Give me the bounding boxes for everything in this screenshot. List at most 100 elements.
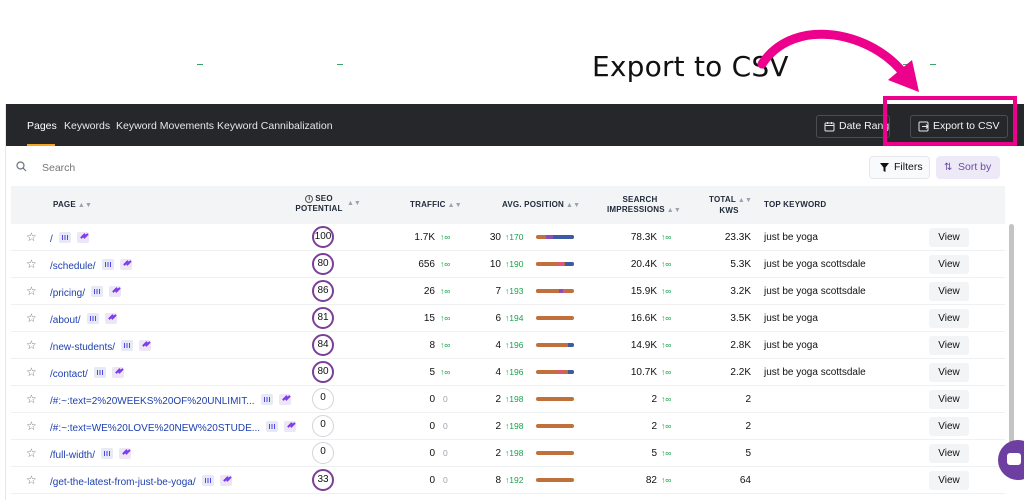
view-button[interactable]: View <box>929 282 969 301</box>
star-icon[interactable]: ☆ <box>26 257 37 271</box>
table-row[interactable]: ☆ /pricing/ 86 26 ↑∞ 7 ↑193 15.9K ↑∞ 3.2… <box>11 278 1005 305</box>
page-url[interactable]: /about/ <box>50 315 81 326</box>
scrollbar[interactable] <box>1009 224 1014 474</box>
page-link[interactable]: /new-students/ <box>50 340 152 353</box>
wrench-icon[interactable] <box>111 367 124 378</box>
star-icon[interactable]: ☆ <box>26 338 37 352</box>
column-header-seo-potential[interactable]: i SEO POTENTIAL <box>289 194 349 214</box>
star-icon[interactable]: ☆ <box>26 284 37 298</box>
page-url[interactable]: /#:~:text=WE%20LOVE%20NEW%20STUDE... <box>50 423 261 434</box>
export-csv-button[interactable]: Export to CSV <box>910 115 1008 138</box>
traffic-value: 0 <box>429 421 435 432</box>
page-link[interactable]: /pricing/ <box>50 286 122 299</box>
sort-arrows-icon[interactable]: ▲▼ <box>347 200 361 207</box>
bar-chart-icon[interactable] <box>101 448 114 459</box>
bar-chart-icon[interactable] <box>101 259 114 270</box>
wrench-icon[interactable] <box>284 421 297 432</box>
filters-button[interactable]: Filters <box>869 156 930 179</box>
bar-chart-icon[interactable] <box>86 313 99 324</box>
column-header-page[interactable]: PAGE ▲▼ <box>53 200 92 211</box>
wrench-icon[interactable] <box>119 448 132 459</box>
top-keyword: just be yoga <box>764 340 818 351</box>
avg-position-delta: ↑193 <box>505 286 524 296</box>
wrench-icon[interactable] <box>109 286 122 297</box>
page-url[interactable]: /pricing/ <box>50 288 86 299</box>
view-button[interactable]: View <box>929 255 969 274</box>
chat-support-button[interactable] <box>998 440 1024 480</box>
view-button[interactable]: View <box>929 228 969 247</box>
page-link[interactable]: /#:~:text=WE%20LOVE%20NEW%20STUDE... <box>50 421 297 434</box>
star-icon[interactable]: ☆ <box>26 446 37 460</box>
table-row[interactable]: ☆ /about/ 81 15 ↑∞ 6 ↑194 16.6K ↑∞ 3.5K … <box>11 305 1005 332</box>
page-url[interactable]: /get-the-latest-from-just-be-yoga/ <box>50 477 196 488</box>
wrench-icon[interactable] <box>76 232 89 243</box>
star-icon[interactable]: ☆ <box>26 365 37 379</box>
page-link[interactable]: /#:~:text=2%20WEEKS%20OF%20UNLIMIT... <box>50 394 291 407</box>
page-url[interactable]: /contact/ <box>50 369 88 380</box>
date-range-button[interactable]: Date Range <box>816 115 890 138</box>
bar-chart-icon[interactable] <box>266 421 279 432</box>
search-icon <box>16 161 27 172</box>
star-icon[interactable]: ☆ <box>26 311 37 325</box>
view-button[interactable]: View <box>929 390 969 409</box>
page-url[interactable]: /schedule/ <box>50 261 96 272</box>
table-row[interactable]: ☆ /#:~:text=WE%20LOVE%20NEW%20STUDE... 0… <box>11 413 1005 440</box>
tab-pages[interactable]: Pages <box>27 120 57 132</box>
star-icon[interactable]: ☆ <box>26 230 37 244</box>
view-button[interactable]: View <box>929 417 969 436</box>
wrench-icon[interactable] <box>219 475 232 486</box>
table-row[interactable]: ☆ /get-the-latest-from-just-be-yoga/ 33 … <box>11 467 1005 494</box>
bar-chart-icon[interactable] <box>58 232 71 243</box>
column-header-total-kws[interactable]: TOTAL ▲▼ KWS <box>709 195 752 216</box>
column-header-avg-position[interactable]: AVG. POSITION ▲▼ <box>502 200 580 211</box>
page-url[interactable]: /new-students/ <box>50 342 116 353</box>
page-link[interactable]: /full-width/ <box>50 448 132 461</box>
search-input[interactable] <box>42 158 342 178</box>
star-icon[interactable]: ☆ <box>26 419 37 433</box>
star-icon[interactable]: ☆ <box>26 473 37 487</box>
table-row[interactable]: ☆ /schedule/ 80 656 ↑∞ 10 ↑190 20.4K ↑∞ … <box>11 251 1005 278</box>
view-button[interactable]: View <box>929 309 969 328</box>
tab-keywords[interactable]: Keywords <box>64 120 111 132</box>
tab-keyword-movements[interactable]: Keyword Movements <box>116 120 215 132</box>
column-header-search-impressions[interactable]: SEARCH IMPRESSIONS ▲▼ <box>607 195 681 216</box>
seo-potential-score: 86 <box>312 280 334 302</box>
table-row[interactable]: ☆ /new-students/ 84 8 ↑∞ 4 ↑196 14.9K ↑∞… <box>11 332 1005 359</box>
view-button[interactable]: View <box>929 363 969 382</box>
wrench-icon[interactable] <box>104 313 117 324</box>
page-link[interactable]: /about/ <box>50 313 117 326</box>
wrench-icon[interactable] <box>278 394 291 405</box>
bar-chart-icon[interactable] <box>201 475 214 486</box>
bar-chart-icon[interactable] <box>91 286 104 297</box>
table-row[interactable]: ☆ /contact/ 80 5 ↑∞ 4 ↑196 10.7K ↑∞ 2.2K… <box>11 359 1005 386</box>
view-button[interactable]: View <box>929 471 969 490</box>
page-url[interactable]: / <box>50 234 53 245</box>
export-icon <box>918 121 929 132</box>
tab-keyword-cannibalization[interactable]: Keyword Cannibalization <box>217 120 333 132</box>
view-button[interactable]: View <box>929 336 969 355</box>
impressions-delta: ↑∞ <box>661 286 672 296</box>
bar-chart-icon[interactable] <box>93 367 106 378</box>
export-csv-label: Export to CSV <box>933 120 1000 132</box>
page-url[interactable]: /#:~:text=2%20WEEKS%20OF%20UNLIMIT... <box>50 396 255 407</box>
page-link[interactable]: /get-the-latest-from-just-be-yoga/ <box>50 475 232 488</box>
view-button[interactable]: View <box>929 444 969 463</box>
page-link[interactable]: /schedule/ <box>50 259 132 272</box>
table-row[interactable]: ☆ /full-width/ 0 0 0 2 ↑198 5 ↑∞ 5 View <box>11 440 1005 467</box>
wrench-icon[interactable] <box>139 340 152 351</box>
table-row[interactable]: ☆ /#:~:text=2%20WEEKS%20OF%20UNLIMIT... … <box>11 386 1005 413</box>
column-header-traffic[interactable]: TRAFFIC ▲▼ <box>410 200 462 211</box>
star-icon[interactable]: ☆ <box>26 392 37 406</box>
column-header-top-keyword: TOP KEYWORD <box>764 200 826 210</box>
avg-position-delta: ↑170 <box>505 232 524 242</box>
page-link[interactable]: / <box>50 232 89 245</box>
sort-by-button[interactable]: ⇅ Sort by <box>936 156 1000 179</box>
table-row[interactable]: ☆ / 100 1.7K ↑∞ 30 ↑170 78.3K ↑∞ 23.3K j… <box>11 224 1005 251</box>
wrench-icon[interactable] <box>119 259 132 270</box>
page-link[interactable]: /contact/ <box>50 367 124 380</box>
bar-chart-icon[interactable] <box>260 394 273 405</box>
impressions-delta: ↑∞ <box>661 313 672 323</box>
bar-chart-icon[interactable] <box>121 340 134 351</box>
position-bar-segment <box>568 343 574 347</box>
page-url[interactable]: /full-width/ <box>50 450 96 461</box>
